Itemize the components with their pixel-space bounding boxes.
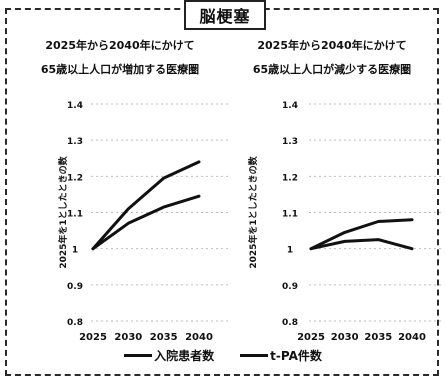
legend: 入院患者数 t-PA件数	[0, 344, 446, 366]
chart-2-ytick: 1.3	[282, 137, 298, 147]
chart-2-subtitle: 65歳以上人口が減少する医療圏	[253, 62, 411, 76]
chart-2-ytick: 0.9	[282, 282, 298, 292]
legend-label-admissions: 入院患者数	[154, 347, 214, 364]
chart-1-xtick: 2025	[79, 332, 107, 343]
legend-swatch-admissions	[124, 354, 152, 357]
chart-1-xtick: 2040	[185, 332, 213, 343]
chart-2-xtick: 2030	[331, 332, 359, 343]
chart-1-subtitle: 65歳以上人口が増加する医療圏	[41, 62, 199, 76]
chart-1-ytick: 1	[72, 246, 78, 256]
chart-1-ytick: 0.9	[67, 282, 83, 292]
chart-2-title: 2025年から2040年にかけて	[257, 38, 406, 52]
chart-1-xtick: 2035	[150, 332, 178, 343]
chart-1-series-admissions-line	[93, 196, 199, 249]
chart-1-ytick: 0.8	[67, 318, 83, 328]
chart-1-ylabel: 2025年を1としたときの数	[57, 155, 69, 268]
chart-2-xtick: 2025	[297, 332, 325, 343]
chart-1-ytick: 1.2	[67, 173, 83, 183]
chart-2-ytick: 1.1	[282, 210, 298, 220]
chart-1-title: 2025年から2040年にかけて	[45, 38, 194, 52]
chart-2-xtick: 2035	[364, 332, 392, 343]
chart-2-ytick: 1.4	[282, 101, 298, 111]
legend-swatch-tpa	[240, 354, 268, 357]
chart-2-ytick: 0.8	[282, 318, 298, 328]
legend-item-admissions: 入院患者数	[124, 347, 214, 364]
chart-1-ytick: 1.4	[67, 101, 83, 111]
legend-label-tpa: t-PA件数	[270, 347, 322, 364]
chart-1-ytick: 1.1	[67, 210, 83, 220]
legend-item-tpa: t-PA件数	[240, 347, 322, 364]
chart-2-ytick: 1.2	[282, 173, 298, 183]
chart-1-ytick: 1.3	[67, 137, 83, 147]
chart-2-xtick: 2040	[398, 332, 426, 343]
chart-2-ytick: 1	[287, 246, 293, 256]
chart-1-xtick: 2030	[114, 332, 142, 343]
chart-2-ylabel: 2025年を1としたときの数	[247, 155, 259, 268]
